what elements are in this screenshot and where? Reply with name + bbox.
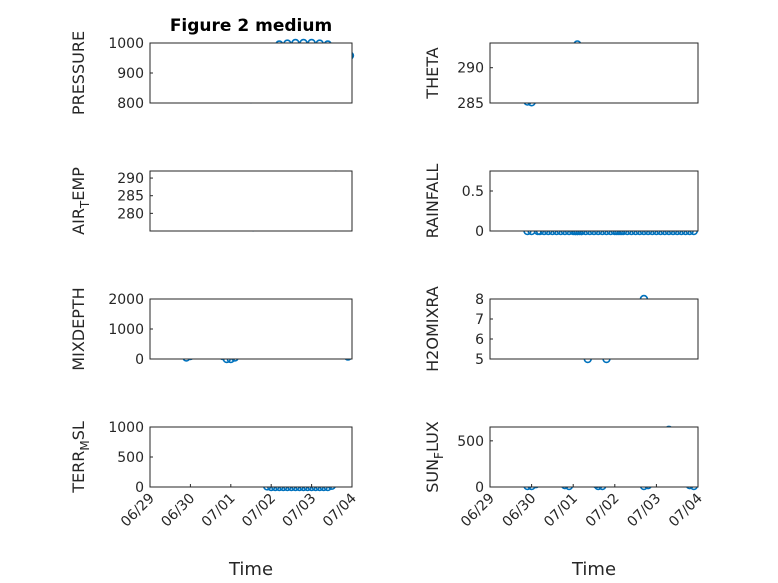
axes-frame bbox=[489, 426, 699, 488]
xtick-label: 06/30 bbox=[158, 491, 198, 531]
y-axis-label: AIRTEMP bbox=[69, 167, 92, 235]
y-axis-label: SUNFLUX bbox=[423, 421, 446, 493]
xtick-label: 06/29 bbox=[458, 491, 498, 531]
panel-6: 0 500 1000 TERRMSL 06/29 06/30 07/01 07/02 07/03… bbox=[69, 420, 360, 580]
panel-0: 800 900 1000 PRESSURE bbox=[69, 31, 355, 115]
ytick-label: 1000 bbox=[108, 36, 144, 52]
ytick-label: 280 bbox=[117, 206, 144, 222]
ytick-label: 0.5 bbox=[462, 184, 484, 200]
xtick-label: 07/03 bbox=[624, 491, 664, 531]
x-axis-label: Time bbox=[228, 559, 273, 580]
axes-frame bbox=[489, 298, 699, 360]
ytick-label: 8 bbox=[475, 292, 484, 308]
axes-frame bbox=[149, 170, 353, 232]
panel-5: 5 6 7 8 H2OMIXRA bbox=[423, 286, 699, 372]
xtick-label: 07/04 bbox=[320, 490, 360, 530]
y-axis-label: THETA bbox=[423, 47, 442, 99]
ytick-label: 0 bbox=[475, 480, 484, 496]
xtick-label: 06/29 bbox=[118, 491, 158, 531]
ytick-label: 285 bbox=[457, 96, 484, 112]
axes-frame bbox=[149, 42, 353, 104]
axes-frame bbox=[149, 298, 353, 360]
axes-frame bbox=[149, 426, 353, 488]
y-axis-label: PRESSURE bbox=[69, 31, 88, 115]
axes-frame bbox=[489, 170, 699, 232]
ytick-label: 0 bbox=[135, 480, 144, 496]
xtick-label: 07/02 bbox=[239, 491, 279, 531]
ytick-label: 500 bbox=[457, 434, 484, 450]
panel-7: 0 500 SUNFLUX 06/29 06/30 07/01 07/02 07/03 07/0… bbox=[423, 421, 706, 580]
ytick-label: 500 bbox=[117, 450, 144, 466]
xtick-label: 06/30 bbox=[500, 491, 540, 531]
ytick-label: 1000 bbox=[108, 322, 144, 338]
axes-frame bbox=[489, 42, 699, 104]
figure-title: Figure 2 medium bbox=[170, 16, 332, 36]
ytick-label: 290 bbox=[457, 61, 484, 77]
panel-1: 285 290 THETA bbox=[423, 40, 699, 112]
ytick-label: 290 bbox=[117, 171, 144, 187]
y-axis-label: TERRMSL bbox=[69, 421, 92, 494]
ytick-label: 0 bbox=[135, 352, 144, 368]
ytick-label: 800 bbox=[117, 96, 144, 112]
y-axis-label: H2OMIXRA bbox=[423, 286, 442, 372]
xtick-label: 07/01 bbox=[541, 491, 581, 531]
ytick-label: 2000 bbox=[108, 292, 144, 308]
xtick-label: 07/02 bbox=[583, 491, 623, 531]
panel-3: 0 0.5 RAINFALL bbox=[423, 164, 699, 240]
xtick-label: 07/03 bbox=[280, 491, 320, 531]
ytick-label: 285 bbox=[117, 189, 144, 205]
panel-4: 0 1000 2000 MIXDEPTH bbox=[69, 287, 353, 371]
xtick-label: 07/01 bbox=[199, 491, 239, 531]
xtick-label: 07/04 bbox=[666, 490, 706, 530]
y-axis-label: RAINFALL bbox=[423, 164, 442, 239]
ytick-label: 1000 bbox=[108, 420, 144, 436]
ytick-label: 6 bbox=[475, 332, 484, 348]
ytick-label: 900 bbox=[117, 66, 144, 82]
ytick-label: 5 bbox=[475, 352, 484, 368]
ytick-label: 0 bbox=[475, 224, 484, 240]
x-axis-label: Time bbox=[571, 559, 616, 580]
ytick-label: 7 bbox=[475, 312, 484, 328]
y-axis-label: MIXDEPTH bbox=[69, 287, 88, 370]
